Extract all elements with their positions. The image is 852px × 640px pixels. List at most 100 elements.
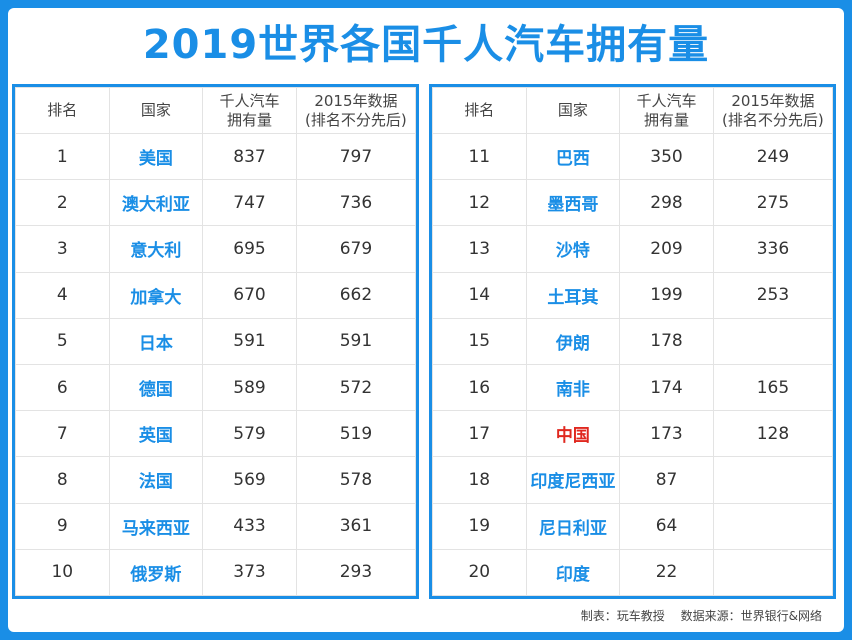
- cell-2015-value: 253: [712, 271, 834, 319]
- cell-cars-per-thousand: 695: [202, 225, 297, 273]
- left-table-body: 1 美国 837 797 2 澳大利亚 747 736 3 意大利 695 679 4 加拿大 670 662…: [15, 132, 417, 597]
- footer-source: 数据来源：世界银行&网络: [680, 609, 822, 623]
- cell-country: 印度: [525, 548, 621, 597]
- cell-2015-value: 662: [295, 271, 417, 319]
- cell-rank: 1: [15, 132, 110, 181]
- table-row: 18 印度尼西亚 87: [432, 456, 834, 504]
- cell-cars-per-thousand: 178: [619, 317, 714, 365]
- cell-cars-per-thousand: 350: [619, 132, 714, 181]
- cell-rank: 15: [432, 317, 527, 365]
- cell-country: 德国: [108, 363, 204, 412]
- table-header-row: 排名 国家 千人汽车 拥有量 2015年数据 (排名不分先后): [15, 87, 417, 134]
- table-row: 10 俄罗斯 373 293: [15, 548, 417, 597]
- table-panel-left: 排名 国家 千人汽车 拥有量 2015年数据 (排名不分先后) 1 美国 837 797 2…: [12, 84, 419, 599]
- cell-cars-per-thousand: 373: [202, 548, 297, 597]
- cell-rank: 16: [432, 363, 527, 412]
- cell-cars-per-thousand: 22: [619, 548, 714, 597]
- cell-2015-value: 128: [712, 410, 834, 458]
- cell-country: 意大利: [108, 225, 204, 273]
- table-panel-right: 排名 国家 千人汽车 拥有量 2015年数据 (排名不分先后) 11 巴西 350 249…: [429, 84, 836, 599]
- cell-2015-value: 275: [712, 179, 834, 227]
- cell-cars-per-thousand: 747: [202, 179, 297, 227]
- table-row: 5 日本 591 591: [15, 317, 417, 365]
- cell-2015-value: [712, 317, 834, 365]
- cell-2015-value: [712, 502, 834, 550]
- table-row: 13 沙特 209 336: [432, 225, 834, 273]
- table-header-row: 排名 国家 千人汽车 拥有量 2015年数据 (排名不分先后): [432, 87, 834, 134]
- table-row: 6 德国 589 572: [15, 363, 417, 412]
- cell-country: 印度尼西亚: [525, 456, 621, 504]
- table-row: 1 美国 837 797: [15, 132, 417, 181]
- cell-country: 南非: [525, 363, 621, 412]
- header-rank: 排名: [432, 87, 527, 134]
- header-cars-line1: 千人汽车: [636, 91, 697, 110]
- cell-rank: 4: [15, 271, 110, 319]
- cell-rank: 3: [15, 225, 110, 273]
- header-cars: 千人汽车 拥有量: [202, 87, 297, 134]
- cell-2015-value: 736: [295, 179, 417, 227]
- cell-rank: 6: [15, 363, 110, 412]
- table-row: 15 伊朗 178: [432, 317, 834, 365]
- cell-rank: 11: [432, 132, 527, 181]
- cell-rank: 10: [15, 548, 110, 597]
- cell-cars-per-thousand: 433: [202, 502, 297, 550]
- infographic-frame: 2019世界各国千人汽车拥有量 排名 国家 千人汽车 拥有量 2015年数据 (排名…: [8, 8, 844, 632]
- cell-rank: 5: [15, 317, 110, 365]
- cell-country: 日本: [108, 317, 204, 365]
- table-row: 11 巴西 350 249: [432, 132, 834, 181]
- cell-rank: 9: [15, 502, 110, 550]
- cell-country: 沙特: [525, 225, 621, 273]
- header-cars-line2: 拥有量: [227, 110, 273, 129]
- table-row: 8 法国 569 578: [15, 456, 417, 504]
- cell-country: 巴西: [525, 132, 621, 181]
- cell-rank: 12: [432, 179, 527, 227]
- cell-rank: 2: [15, 179, 110, 227]
- header-cars: 千人汽车 拥有量: [619, 87, 714, 134]
- table-row: 12 墨西哥 298 275: [432, 179, 834, 227]
- table-row: 2 澳大利亚 747 736: [15, 179, 417, 227]
- cell-2015-value: 336: [712, 225, 834, 273]
- header-rank: 排名: [15, 87, 110, 134]
- table-row: 7 英国 579 519: [15, 410, 417, 458]
- cell-2015-value: 165: [712, 363, 834, 412]
- ranking-table-left: 排名 国家 千人汽车 拥有量 2015年数据 (排名不分先后) 1 美国 837 797 2…: [15, 87, 417, 597]
- cell-cars-per-thousand: 199: [619, 271, 714, 319]
- header-country: 国家: [525, 87, 621, 134]
- header-cars-line2: 拥有量: [644, 110, 690, 129]
- header-2015: 2015年数据 (排名不分先后): [712, 87, 834, 134]
- cell-rank: 20: [432, 548, 527, 597]
- header-2015: 2015年数据 (排名不分先后): [295, 87, 417, 134]
- cell-cars-per-thousand: 174: [619, 363, 714, 412]
- cell-country: 澳大利亚: [108, 179, 204, 227]
- cell-2015-value: 519: [295, 410, 417, 458]
- cell-cars-per-thousand: 837: [202, 132, 297, 181]
- table-row: 9 马来西亚 433 361: [15, 502, 417, 550]
- table-row: 17 中国 173 128: [432, 410, 834, 458]
- header-country: 国家: [108, 87, 204, 134]
- cell-2015-value: [712, 548, 834, 597]
- cell-cars-per-thousand: 209: [619, 225, 714, 273]
- cell-cars-per-thousand: 589: [202, 363, 297, 412]
- cell-country: 加拿大: [108, 271, 204, 319]
- table-row: 16 南非 174 165: [432, 363, 834, 412]
- header-2015-line2: (排名不分先后): [722, 110, 824, 129]
- cell-country: 俄罗斯: [108, 548, 204, 597]
- cell-country: 英国: [108, 410, 204, 458]
- cell-2015-value: 578: [295, 456, 417, 504]
- cell-country: 尼日利亚: [525, 502, 621, 550]
- header-2015-line1: 2015年数据: [314, 91, 398, 110]
- cell-country: 土耳其: [525, 271, 621, 319]
- cell-2015-value: 361: [295, 502, 417, 550]
- cell-cars-per-thousand: 298: [619, 179, 714, 227]
- cell-cars-per-thousand: 579: [202, 410, 297, 458]
- cell-2015-value: 797: [295, 132, 417, 181]
- table-row: 14 土耳其 199 253: [432, 271, 834, 319]
- page-title: 2019世界各国千人汽车拥有量: [142, 22, 710, 68]
- ranking-table-right: 排名 国家 千人汽车 拥有量 2015年数据 (排名不分先后) 11 巴西 350 249…: [432, 87, 834, 597]
- table-row: 4 加拿大 670 662: [15, 271, 417, 319]
- cell-rank: 19: [432, 502, 527, 550]
- footer-maker: 制表：玩车教授: [580, 609, 665, 623]
- cell-rank: 7: [15, 410, 110, 458]
- cell-rank: 14: [432, 271, 527, 319]
- cell-country: 伊朗: [525, 317, 621, 365]
